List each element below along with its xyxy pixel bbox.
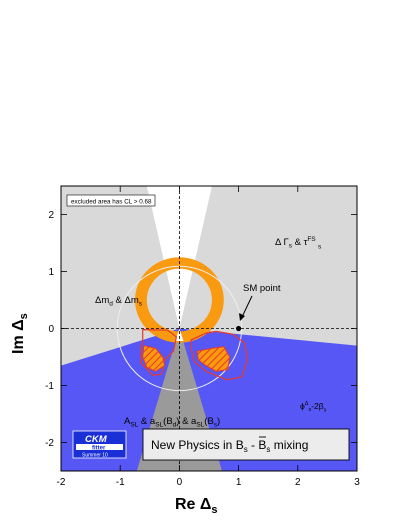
y-tick-label: 0 — [48, 324, 54, 335]
y-axis-label: Im Δs — [10, 313, 30, 354]
combined-region-right — [196, 346, 231, 372]
svg-text:CKM: CKM — [85, 434, 108, 445]
x-tick-label: 3 — [354, 477, 360, 488]
svg-text:Summer 10: Summer 10 — [82, 453, 108, 459]
sm-point-label: SM point — [243, 283, 281, 294]
combined-contour-right — [190, 330, 249, 381]
svg-text:fitter: fitter — [92, 446, 106, 452]
y-tick-label: -2 — [45, 438, 54, 449]
y-tick-label: 2 — [48, 210, 54, 221]
sm-point-arrowhead — [239, 313, 245, 321]
combined-contour-left — [140, 328, 178, 376]
x-tick-label: 2 — [295, 477, 301, 488]
x-tick-label: -2 — [57, 477, 66, 488]
x-tick-label: -1 — [116, 477, 125, 488]
sm-point-arrow — [241, 295, 253, 318]
dm-label: Δmd & Δms — [95, 295, 143, 308]
delta-gamma-label-sub: s — [318, 244, 322, 251]
x-axis-label: Re Δs — [175, 496, 218, 516]
delta-gamma-label: Δ Γs & τFS — [275, 236, 316, 250]
y-tick-label: -1 — [45, 381, 54, 392]
sm-point-marker — [236, 325, 242, 332]
combined-region-left — [142, 344, 166, 372]
asl-notch — [175, 328, 184, 341]
asl-label: ASL & aSL(Bd) & aSL(Bs) — [124, 416, 220, 429]
x-tick-label: 0 — [177, 477, 183, 488]
plot-area — [61, 186, 357, 471]
x-axis-ticks: -2 -1 0 1 2 3 — [57, 186, 360, 488]
svg-text:New Physics in Bs - Bs mixing: New Physics in Bs - Bs mixing — [151, 438, 308, 454]
ckmfitter-logo: CKM fitter Summer 10 — [72, 430, 127, 459]
phi-label: ϕΔs-2βs — [300, 401, 327, 414]
svg-text:excluded area has CL > 0.68: excluded area has CL > 0.68 — [71, 199, 152, 206]
y-tick-label: 1 — [48, 267, 54, 278]
title-box: New Physics in Bs - Bs mixing — [142, 428, 350, 461]
excluded-area-note: excluded area has CL > 0.68 — [66, 194, 156, 207]
x-tick-label: 1 — [236, 477, 242, 488]
y-axis-ticks: -2 -1 0 1 2 — [45, 210, 357, 449]
